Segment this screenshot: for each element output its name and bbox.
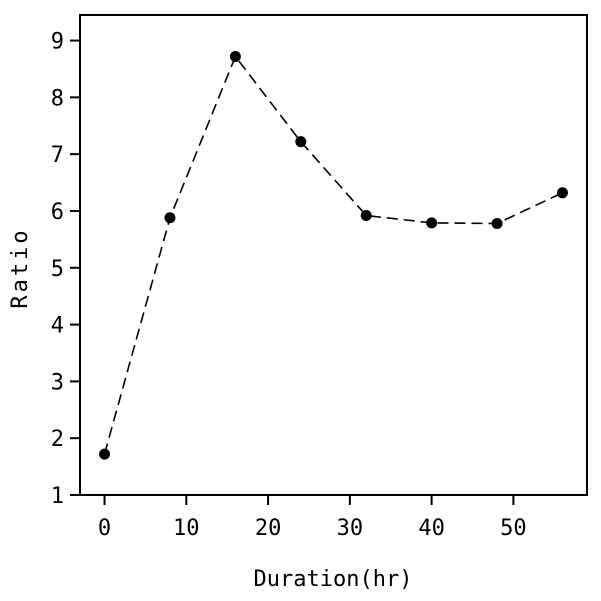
y-tick-label: 6 — [51, 200, 64, 225]
x-tick-label: 30 — [337, 516, 364, 541]
plot-frame — [79, 14, 588, 496]
y-tick-label: 4 — [51, 314, 64, 339]
data-point — [426, 217, 438, 229]
x-tick-label: 20 — [255, 516, 282, 541]
data-point — [229, 50, 241, 62]
series-line — [103, 54, 563, 455]
y-axis-label: Ratio — [8, 227, 33, 308]
y-tick-label: 8 — [51, 86, 64, 111]
y-tick-label: 1 — [51, 484, 64, 509]
x-tick-label: 40 — [418, 516, 445, 541]
data-points — [99, 50, 568, 460]
data-point — [164, 212, 176, 224]
y-tick-label: 2 — [51, 427, 64, 452]
y-tick-label: 5 — [51, 257, 64, 282]
data-point — [556, 187, 568, 199]
data-point — [99, 448, 111, 460]
y-tick-label: 3 — [51, 370, 64, 395]
x-tick-label: 10 — [173, 516, 200, 541]
x-tick-label: 0 — [98, 516, 111, 541]
y-tick-label: 9 — [51, 30, 64, 55]
y-axis: 1 2 3 4 5 6 7 8 9 — [51, 30, 80, 509]
y-tick-label: 7 — [51, 143, 64, 168]
x-axis-label: Duration(hr) — [254, 567, 413, 592]
data-point — [491, 217, 503, 229]
data-point — [295, 136, 307, 148]
data-point — [360, 210, 372, 222]
x-axis: 0 10 20 30 40 50 — [98, 495, 527, 541]
x-tick-label: 50 — [500, 516, 527, 541]
